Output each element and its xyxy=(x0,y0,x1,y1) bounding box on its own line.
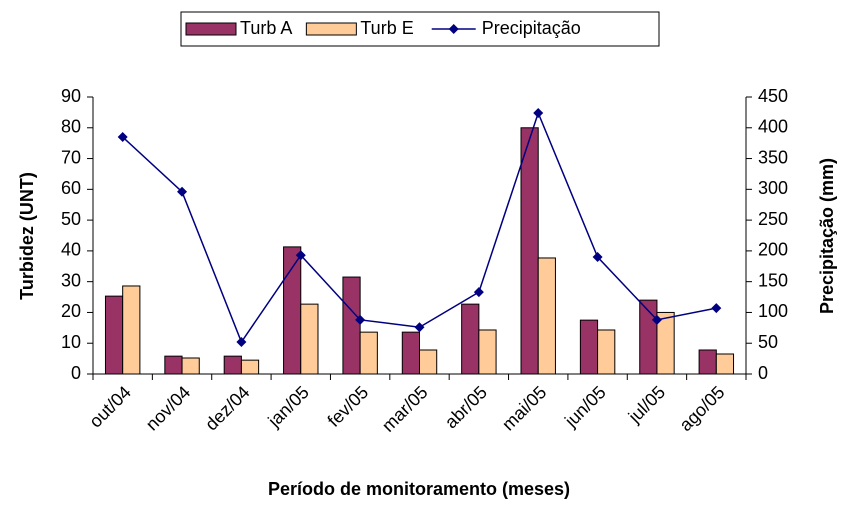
marker xyxy=(295,250,306,261)
bar xyxy=(537,257,556,375)
marker xyxy=(651,314,662,325)
marker xyxy=(236,336,247,347)
bar xyxy=(419,349,438,375)
bar xyxy=(240,359,260,375)
y2-tick-label: 100 xyxy=(758,301,788,321)
x-tick-label: out/04 xyxy=(85,382,135,432)
x-tick-label: nov/04 xyxy=(142,382,194,434)
y-tick-label: 60 xyxy=(61,178,81,198)
x-tick-label: mar/05 xyxy=(378,382,432,436)
marker xyxy=(117,132,128,143)
legend-label: Precipitação xyxy=(482,18,581,38)
y2-tick-label: 50 xyxy=(758,332,778,352)
y-tick-label: 10 xyxy=(61,332,81,352)
marker xyxy=(533,108,544,119)
y-tick-label: 50 xyxy=(61,209,81,229)
y2-tick-label: 450 xyxy=(758,86,788,106)
marker xyxy=(177,186,188,197)
marker xyxy=(355,314,366,325)
bar xyxy=(520,127,539,375)
y2-tick-label: 350 xyxy=(758,147,788,167)
x-tick-label: dez/04 xyxy=(201,382,253,434)
y-tick-label: 20 xyxy=(61,301,81,321)
y-tick-label: 80 xyxy=(61,117,81,137)
marker xyxy=(414,322,425,333)
legend-label: Turb E xyxy=(360,18,413,38)
marker xyxy=(592,252,603,263)
legend-swatch xyxy=(305,22,357,36)
line xyxy=(122,110,717,344)
legend-box xyxy=(180,11,660,47)
x-tick-label: mai/05 xyxy=(498,382,550,434)
x-axis-label: Período de monitoramento (meses) xyxy=(268,479,570,499)
bar xyxy=(715,353,735,375)
y-tick-label: 90 xyxy=(61,86,81,106)
bar xyxy=(579,319,599,375)
y-axis-label: Turbidez (UNT) xyxy=(17,172,37,300)
bar xyxy=(401,331,420,375)
marker xyxy=(473,287,484,298)
bar xyxy=(164,355,183,375)
legend-swatch xyxy=(185,22,237,36)
legend-marker xyxy=(448,24,459,34)
y2-tick-label: 300 xyxy=(758,178,788,198)
y2-tick-label: 250 xyxy=(758,209,788,229)
legend-label: Turb A xyxy=(240,18,292,38)
x-tick-label: fev/05 xyxy=(324,382,373,431)
bar xyxy=(461,303,480,375)
y2-axis-label: Precipitação (mm) xyxy=(817,158,837,314)
x-tick-label: jun/05 xyxy=(560,382,610,432)
bar xyxy=(122,285,141,375)
bar xyxy=(181,357,200,375)
bar xyxy=(478,329,497,375)
bar xyxy=(597,329,616,375)
marker xyxy=(711,303,722,314)
bar xyxy=(104,295,124,375)
x-tick-label: abr/05 xyxy=(441,382,491,432)
y2-tick-label: 400 xyxy=(758,117,788,137)
x-tick-label: jul/05 xyxy=(624,382,669,427)
bar xyxy=(698,349,717,375)
bar xyxy=(342,276,361,375)
y2-tick-label: 0 xyxy=(758,363,768,383)
y2-tick-label: 150 xyxy=(758,270,788,290)
bar xyxy=(656,311,675,375)
x-tick-label: jan/05 xyxy=(263,382,313,432)
bar xyxy=(223,355,242,375)
y-tick-label: 30 xyxy=(61,270,81,290)
bar xyxy=(300,303,319,375)
y-tick-label: 70 xyxy=(61,147,81,167)
y-tick-label: 40 xyxy=(61,240,81,260)
x-tick-label: ago/05 xyxy=(675,382,728,435)
y-tick-label: 0 xyxy=(71,363,81,383)
y2-tick-label: 200 xyxy=(758,240,788,260)
bar xyxy=(359,331,378,375)
bar xyxy=(283,246,302,375)
